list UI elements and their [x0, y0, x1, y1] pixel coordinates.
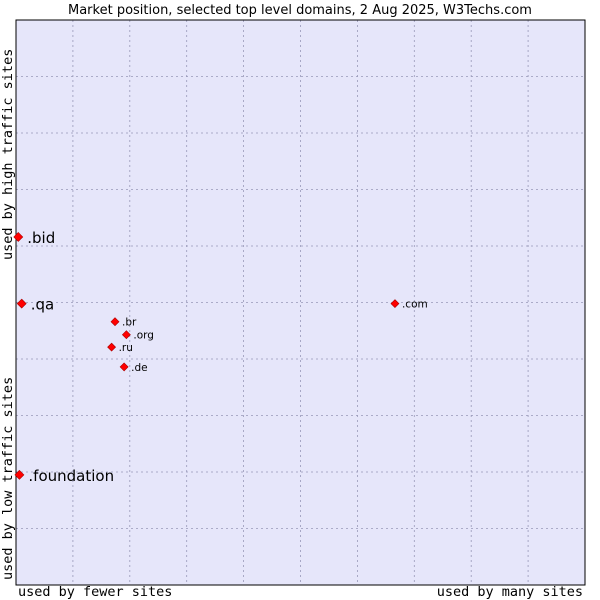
point-marker-de	[119, 362, 129, 372]
x-axis-label-left: used by fewer sites	[18, 584, 173, 600]
point-marker-br	[110, 317, 120, 327]
x-axis-label-right: used by many sites	[436, 584, 583, 600]
point-label-foundation: .foundation	[28, 467, 114, 485]
point-marker-ru	[107, 342, 117, 352]
point-marker-org	[121, 330, 131, 340]
point-marker-com	[390, 299, 400, 309]
point-marker-foundation	[14, 469, 25, 480]
y-axis-label-bottom: used by low traffic sites	[0, 376, 16, 580]
chart-title: Market position, selected top level doma…	[68, 3, 532, 18]
point-label-de: .de	[131, 362, 147, 374]
y-axis-label-top: used by high traffic sites	[0, 48, 16, 260]
point-label-br: .br	[122, 317, 137, 329]
point-label-bid: .bid	[27, 229, 55, 247]
point-label-ru: .ru	[119, 342, 133, 354]
plot-border	[15, 19, 586, 586]
point-label-org: .org	[133, 330, 154, 342]
point-marker-bid	[13, 232, 24, 242]
point-label-qa: .qa	[31, 296, 54, 314]
point-marker-qa	[16, 298, 27, 309]
point-label-com: .com	[402, 299, 428, 311]
